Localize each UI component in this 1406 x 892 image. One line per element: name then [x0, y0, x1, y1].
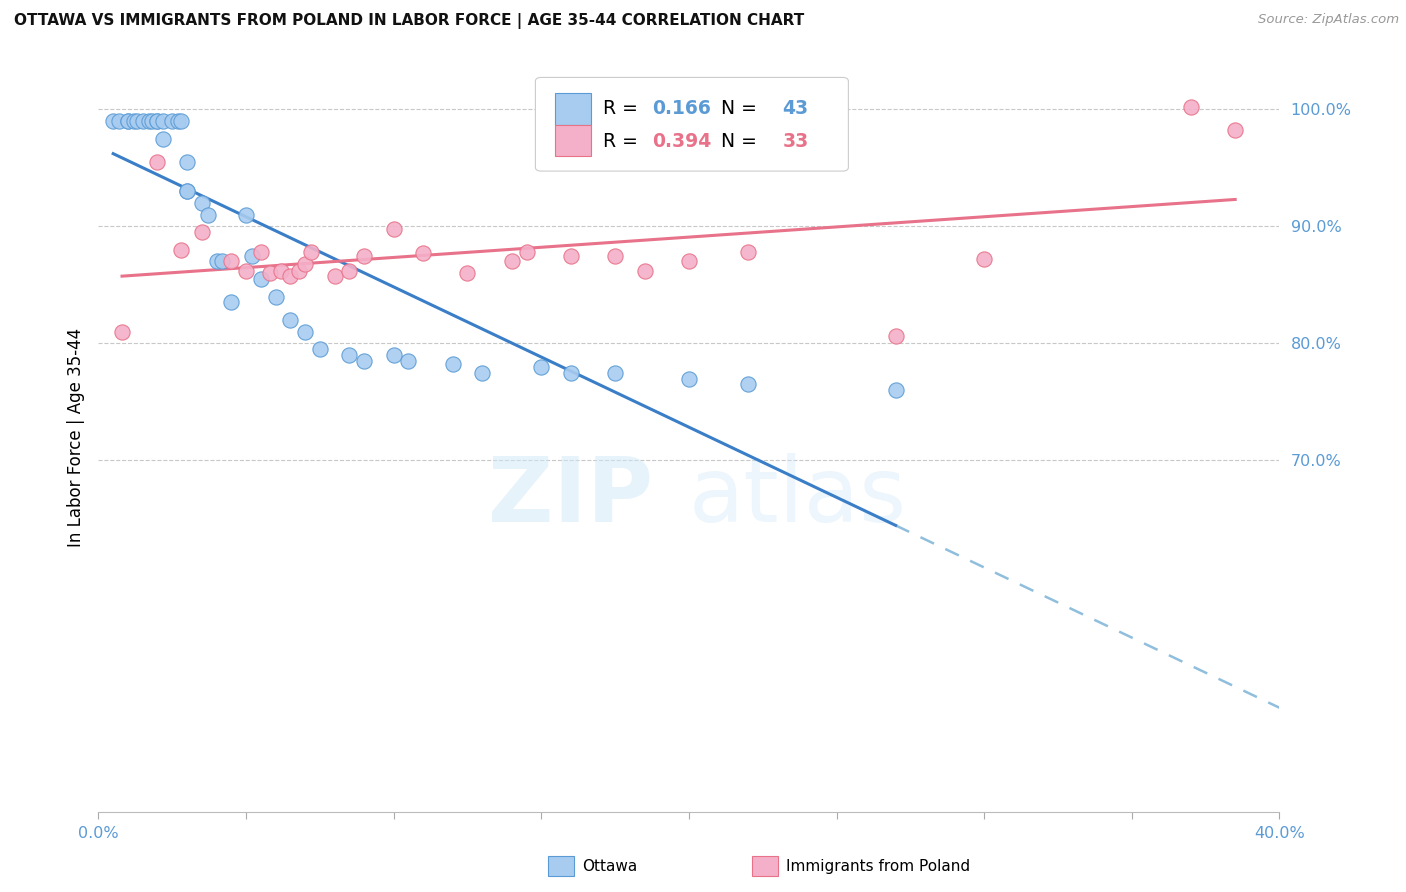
- Point: [176, 184, 198, 198]
- Point: [191, 225, 214, 239]
- Point: [152, 131, 174, 145]
- Point: [211, 254, 233, 268]
- Point: [471, 366, 494, 380]
- Point: [141, 114, 163, 128]
- Point: [382, 221, 405, 235]
- Point: [560, 366, 582, 380]
- Text: atlas: atlas: [689, 453, 907, 541]
- Point: [205, 254, 228, 268]
- Point: [111, 325, 134, 339]
- Point: [382, 348, 405, 362]
- Text: R =: R =: [603, 132, 644, 151]
- Point: [146, 114, 169, 128]
- Point: [132, 114, 155, 128]
- Text: N =: N =: [709, 132, 763, 151]
- Point: [138, 114, 160, 128]
- Point: [1225, 123, 1247, 137]
- Point: [457, 266, 479, 280]
- Point: [678, 371, 700, 385]
- Point: [884, 329, 907, 343]
- Point: [162, 114, 183, 128]
- Point: [353, 249, 375, 263]
- Point: [264, 289, 287, 303]
- Point: [605, 249, 627, 263]
- Point: [176, 184, 198, 198]
- Point: [191, 195, 214, 210]
- Text: R =: R =: [603, 99, 644, 119]
- FancyBboxPatch shape: [536, 78, 848, 171]
- Point: [270, 264, 292, 278]
- Text: 0.166: 0.166: [652, 99, 711, 119]
- Point: [634, 264, 657, 278]
- Point: [398, 354, 420, 368]
- Point: [309, 343, 332, 357]
- Point: [323, 268, 346, 283]
- Point: [516, 245, 538, 260]
- Point: [678, 254, 700, 268]
- Point: [170, 243, 193, 257]
- Point: [250, 272, 273, 286]
- Point: [240, 249, 263, 263]
- Point: [103, 114, 125, 128]
- Text: ZIP: ZIP: [488, 453, 654, 541]
- Point: [294, 257, 316, 271]
- Text: Immigrants from Poland: Immigrants from Poland: [786, 859, 970, 873]
- Point: [221, 295, 243, 310]
- Point: [146, 155, 169, 169]
- Point: [280, 313, 302, 327]
- Text: OTTAWA VS IMMIGRANTS FROM POLAND IN LABOR FORCE | AGE 35-44 CORRELATION CHART: OTTAWA VS IMMIGRANTS FROM POLAND IN LABO…: [14, 13, 804, 29]
- Point: [125, 114, 148, 128]
- Point: [221, 254, 243, 268]
- Point: [170, 114, 193, 128]
- Point: [973, 252, 995, 266]
- Bar: [555, 93, 591, 125]
- Y-axis label: In Labor Force | Age 35-44: In Labor Force | Age 35-44: [66, 327, 84, 547]
- Point: [501, 254, 523, 268]
- Point: [530, 359, 553, 374]
- Point: [294, 325, 316, 339]
- Point: [441, 358, 464, 372]
- Point: [884, 383, 907, 397]
- Text: Source: ZipAtlas.com: Source: ZipAtlas.com: [1258, 13, 1399, 27]
- Text: 0.394: 0.394: [652, 132, 711, 151]
- Point: [339, 348, 361, 362]
- Point: [108, 114, 131, 128]
- Point: [1180, 100, 1202, 114]
- Point: [299, 245, 322, 260]
- Point: [605, 366, 627, 380]
- Point: [353, 354, 375, 368]
- Point: [176, 155, 198, 169]
- Point: [197, 208, 219, 222]
- Text: Ottawa: Ottawa: [582, 859, 637, 873]
- Bar: [555, 125, 591, 156]
- Point: [339, 264, 361, 278]
- Point: [280, 268, 302, 283]
- Point: [167, 114, 190, 128]
- Point: [259, 266, 281, 280]
- Point: [235, 208, 257, 222]
- Text: 43: 43: [782, 99, 808, 119]
- Point: [560, 249, 582, 263]
- Point: [152, 114, 174, 128]
- Point: [412, 246, 434, 260]
- Point: [146, 114, 169, 128]
- Point: [117, 114, 139, 128]
- Point: [250, 245, 273, 260]
- Point: [288, 264, 311, 278]
- Point: [737, 245, 759, 260]
- Text: 33: 33: [782, 132, 808, 151]
- Point: [117, 114, 139, 128]
- Point: [737, 377, 759, 392]
- Text: N =: N =: [709, 99, 763, 119]
- Point: [122, 114, 145, 128]
- Point: [235, 264, 257, 278]
